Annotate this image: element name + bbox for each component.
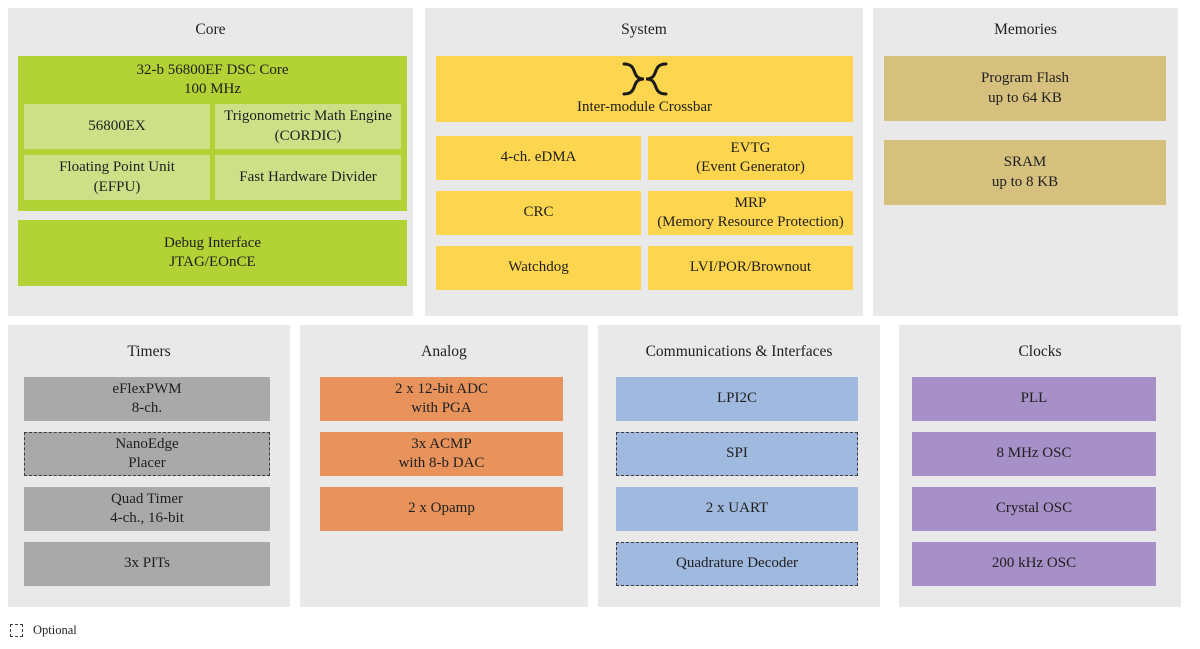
block-8mhz-osc: 8 MHz OSC [912,432,1156,476]
block-quad-timer: Quad Timer 4-ch., 16-bit [24,487,270,531]
section-title-communications: Communications & Interfaces [645,343,833,360]
block-dsc-core: 32-b 56800EF DSC Core 100 MHz 56800EX Tr… [18,56,407,211]
block-edma: 4-ch. eDMA [436,136,641,180]
section-title-analog: Analog [421,343,467,360]
block-56800ex: 56800EX [24,104,210,149]
block-adc: 2 x 12-bit ADC with PGA [320,377,563,421]
legend: Optional [10,623,77,638]
dsc-core-label: 32-b 56800EF DSC Core 100 MHz [136,61,289,97]
block-uart: 2 x UART [616,487,858,531]
block-opamp: 2 x Opamp [320,487,563,531]
block-cordic: Trigonometric Math Engine (CORDIC) [215,104,401,149]
clocks-stack: PLL 8 MHz OSC Crystal OSC 200 kHz OSC [912,377,1156,586]
panel-system: System Inter-module Crossbar 4-ch. eDMA … [425,8,863,316]
panel-communications: Communications & Interfaces LPI2C SPI 2 … [598,325,880,607]
block-efpu: Floating Point Unit (EFPU) [24,155,210,200]
section-title-timers: Timers [127,343,171,360]
crossbar-label: Inter-module Crossbar [576,98,713,115]
block-evtg: EVTG (Event Generator) [648,136,853,180]
section-title-memories: Memories [994,21,1057,38]
optional-dashed-box-icon [10,624,23,637]
block-inter-module-crossbar: Inter-module Crossbar [436,56,853,122]
panel-timers: Timers eFlexPWM 8-ch. NanoEdge Placer Qu… [8,325,290,607]
block-lvi-por-brownout: LVI/POR/Brownout [648,246,853,290]
block-pll: PLL [912,377,1156,421]
block-acmp: 3x ACMP with 8-b DAC [320,432,563,476]
section-title-system: System [621,21,667,38]
block-quadrature-decoder: Quadrature Decoder [616,542,858,586]
block-debug-interface: Debug Interface JTAG/EOnCE [18,220,407,286]
block-lpi2c: LPI2C [616,377,858,421]
core-subblock-grid: 56800EX Trigonometric Math Engine (CORDI… [18,104,407,200]
block-fast-hw-divider: Fast Hardware Divider [215,155,401,200]
block-eflexpwm: eFlexPWM 8-ch. [24,377,270,421]
block-pits: 3x PITs [24,542,270,586]
block-nanoedge-placer: NanoEdge Placer [24,432,270,476]
block-spi: SPI [616,432,858,476]
panel-memories: Memories Program Flash up to 64 KB SRAM … [873,8,1178,316]
panel-analog: Analog 2 x 12-bit ADC with PGA 3x ACMP w… [300,325,588,607]
block-crystal-osc: Crystal OSC [912,487,1156,531]
system-grid: 4-ch. eDMA EVTG (Event Generator) CRC MR… [436,136,853,290]
timers-stack: eFlexPWM 8-ch. NanoEdge Placer Quad Time… [24,377,270,586]
crossbar-icon [622,62,667,96]
analog-stack: 2 x 12-bit ADC with PGA 3x ACMP with 8-b… [320,377,563,531]
block-mrp: MRP (Memory Resource Protection) [648,191,853,235]
block-sram: SRAM up to 8 KB [884,140,1166,205]
block-watchdog: Watchdog [436,246,641,290]
communications-stack: LPI2C SPI 2 x UART Quadrature Decoder [616,377,858,586]
section-title-core: Core [195,21,226,38]
legend-label: Optional [33,623,77,637]
block-program-flash: Program Flash up to 64 KB [884,56,1166,121]
panel-core: Core 32-b 56800EF DSC Core 100 MHz 56800… [8,8,413,316]
block-crc: CRC [436,191,641,235]
section-title-clocks: Clocks [1018,343,1062,360]
block-200khz-osc: 200 kHz OSC [912,542,1156,586]
panel-clocks: Clocks PLL 8 MHz OSC Crystal OSC 200 kHz… [899,325,1181,607]
